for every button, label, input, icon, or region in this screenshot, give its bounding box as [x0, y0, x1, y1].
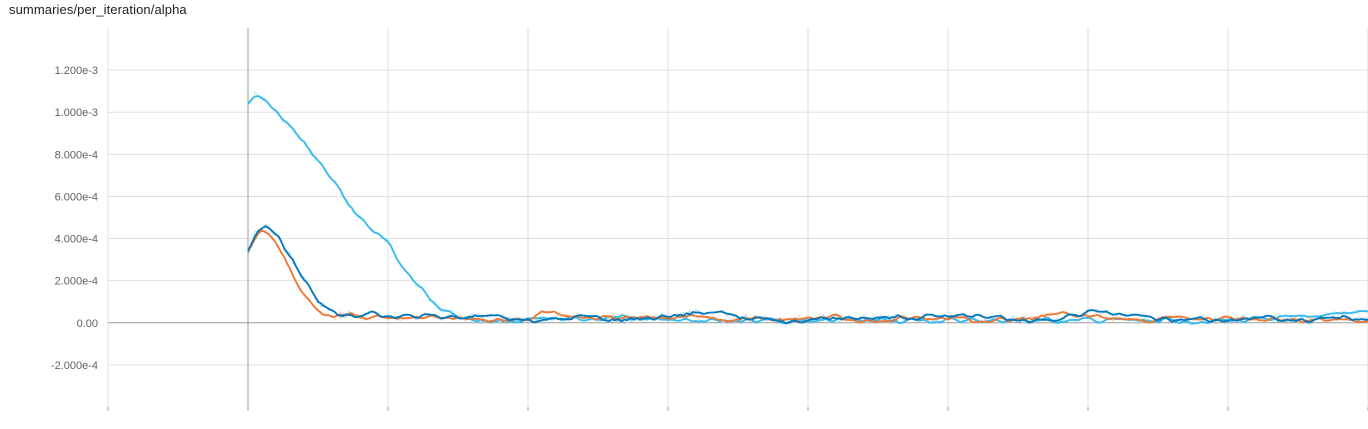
y-tick-label: 4.000e-4 [55, 234, 98, 246]
grid-layer [107, 28, 1368, 407]
series-layer [247, 90, 1368, 326]
y-tick-label: -2.000e-4 [51, 360, 98, 372]
y-tick-label: 1.200e-3 [55, 65, 98, 77]
series-line [247, 229, 1368, 324]
y-tick-label: 1.000e-3 [55, 107, 98, 119]
y-tick-label: 2.000e-4 [55, 276, 98, 288]
chart-title: summaries/per_iteration/alpha [9, 2, 187, 17]
y-tick-labels: 1.200e-3 1.000e-3 8.000e-4 6.000e-4 4.000e-4… [51, 65, 98, 372]
axis-layer [107, 28, 1368, 411]
y-tick-label: 8.000e-4 [55, 149, 98, 161]
y-tick-label: 0.00 [77, 318, 98, 330]
y-tick-label: 6.000e-4 [55, 191, 98, 203]
series-line [247, 225, 1368, 325]
